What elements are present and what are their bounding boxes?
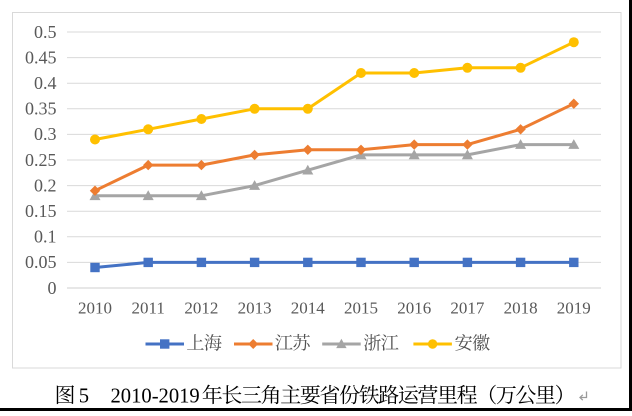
- svg-text:2010-2019: 2010-2019: [111, 386, 200, 408]
- svg-text:2010: 2010: [78, 299, 112, 318]
- svg-text:2018: 2018: [504, 299, 538, 318]
- svg-text:2017: 2017: [450, 299, 485, 318]
- svg-text:2012: 2012: [184, 299, 218, 318]
- svg-text:0.4: 0.4: [34, 73, 57, 93]
- svg-text:0.5: 0.5: [34, 22, 57, 42]
- svg-text:2019: 2019: [557, 299, 591, 318]
- svg-text:0.2: 0.2: [34, 175, 57, 195]
- svg-text:2015: 2015: [344, 299, 378, 318]
- svg-text:2016: 2016: [397, 299, 431, 318]
- svg-text:2014: 2014: [291, 299, 326, 318]
- svg-text:0: 0: [48, 278, 57, 298]
- svg-text:0.05: 0.05: [25, 252, 57, 272]
- svg-text:2013: 2013: [238, 299, 272, 318]
- svg-text:0.3: 0.3: [34, 124, 57, 144]
- svg-text:0.25: 0.25: [25, 150, 57, 170]
- svg-text:0.15: 0.15: [25, 201, 57, 221]
- svg-text:0.45: 0.45: [25, 47, 57, 67]
- svg-text:5: 5: [79, 386, 89, 408]
- svg-text:0.1: 0.1: [34, 227, 57, 247]
- svg-text:2011: 2011: [132, 299, 165, 318]
- svg-text:0.35: 0.35: [25, 99, 57, 119]
